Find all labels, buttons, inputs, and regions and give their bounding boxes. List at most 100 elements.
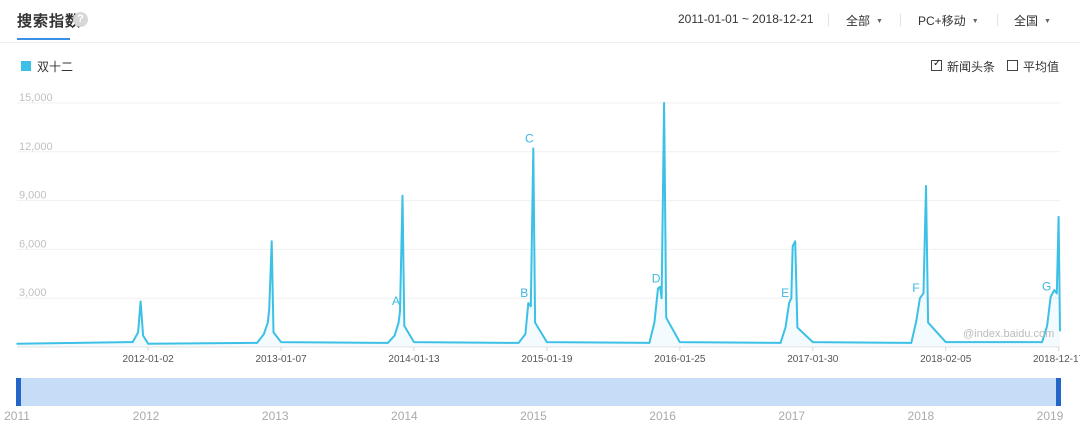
checkmark-icon: ✓ <box>933 58 942 69</box>
event-annotation: G <box>1042 280 1051 294</box>
watermark: @index.baidu.com <box>963 328 1054 340</box>
series-point <box>1049 295 1052 298</box>
average-checkbox[interactable] <box>1007 60 1018 71</box>
series-point <box>268 308 271 311</box>
series-point <box>922 292 925 295</box>
series-point <box>387 342 389 344</box>
source-select[interactable]: 全部 ▼ <box>846 12 883 29</box>
series-point <box>529 305 532 308</box>
series-point <box>784 326 787 329</box>
series-point <box>267 321 269 324</box>
series-point <box>270 240 273 243</box>
chart-header: 搜索指数 ? 2011-01-01 ~ 2018-12-21 全部 ▼ PC+移动… <box>0 0 1080 43</box>
navigator-right-handle[interactable] <box>1056 378 1061 406</box>
event-annotation: D <box>652 271 661 285</box>
series-point <box>1053 289 1056 291</box>
help-icon[interactable]: ? <box>73 12 88 27</box>
range-navigator[interactable] <box>17 378 1060 406</box>
series-point <box>534 321 536 324</box>
series-point <box>393 334 396 337</box>
date-range-select[interactable]: 2011-01-01 ~ 2018-12-21 <box>678 12 814 26</box>
navigator-year-label: 2011 <box>4 409 30 423</box>
legend-series-label[interactable]: 双十二 <box>37 60 74 74</box>
series-point <box>401 194 404 197</box>
header-divider <box>900 14 901 26</box>
series-point <box>660 297 663 300</box>
series-point <box>796 326 799 329</box>
y-tick-label: 12,000 <box>19 141 53 153</box>
series-point <box>794 240 797 243</box>
series-point <box>524 333 527 335</box>
region-select-value: 全国 <box>1014 14 1039 28</box>
x-tick-label: 2012-01-02 <box>123 354 175 365</box>
event-annotation: A <box>392 294 400 308</box>
series-point <box>659 286 661 288</box>
series-point <box>263 333 265 335</box>
series-point <box>790 297 793 300</box>
news-toggle-label[interactable]: 新闻头条 <box>947 60 996 74</box>
series-point <box>147 342 149 345</box>
navigator-year-label: 2015 <box>520 409 547 423</box>
series-point <box>919 297 921 300</box>
navigator-year-label: 2014 <box>391 409 418 423</box>
series-point <box>397 321 400 324</box>
page-title[interactable]: 搜索指数 <box>17 13 82 30</box>
series-area <box>17 103 1060 347</box>
series-point <box>131 341 134 343</box>
series-point <box>663 102 665 104</box>
series-point <box>779 342 782 344</box>
y-tick-label: 15,000 <box>19 92 53 104</box>
series-point <box>925 185 927 187</box>
series-point <box>944 341 947 343</box>
caret-down-icon: ▼ <box>1044 18 1051 26</box>
series-point <box>1041 341 1043 343</box>
x-tick-label: 2016-01-25 <box>654 354 706 365</box>
series-point <box>139 300 142 303</box>
navigator-year-label: 2018 <box>907 409 935 423</box>
series-point <box>272 331 275 334</box>
device-select-value: PC+移动 <box>918 14 966 28</box>
series-point <box>657 287 659 290</box>
series-point <box>1055 292 1058 295</box>
active-tab-underline <box>17 38 70 40</box>
series-point <box>1057 216 1060 218</box>
y-tick-label: 6,000 <box>19 238 47 250</box>
x-tick-label: 2017-01-30 <box>787 354 839 365</box>
region-select[interactable]: 全国 ▼ <box>1014 12 1051 29</box>
series-point <box>910 342 913 344</box>
series-point <box>811 341 814 343</box>
series-point <box>527 302 530 304</box>
series-point <box>413 341 415 343</box>
navigator-year-label: 2019 <box>1036 409 1064 423</box>
series-point <box>142 334 144 337</box>
news-checkbox[interactable]: ✓ <box>931 58 942 71</box>
y-tick-label: 3,000 <box>19 287 47 299</box>
y-tick-label: 9,000 <box>19 190 47 202</box>
legend-swatch[interactable] <box>21 61 31 71</box>
series-point <box>1059 329 1061 332</box>
x-tick-label: 2018-02-05 <box>920 354 972 365</box>
series-point <box>788 302 790 304</box>
navigator-year-label: 2017 <box>778 409 806 423</box>
event-annotation: F <box>912 281 919 295</box>
x-tick-label: 2015-01-19 <box>521 354 573 365</box>
series-point <box>16 342 18 345</box>
series-point <box>791 245 794 247</box>
average-toggle-label[interactable]: 平均值 <box>1023 60 1060 74</box>
caret-down-icon: ▼ <box>971 18 979 26</box>
series-point <box>280 341 282 343</box>
event-annotation: E <box>781 286 789 300</box>
date-range-value: 2011-01-01 ~ 2018-12-21 <box>678 12 814 26</box>
x-tick-label: 2014-01-13 <box>388 354 440 365</box>
series-line <box>16 102 1061 345</box>
navigator-left-handle[interactable] <box>16 378 21 406</box>
source-select-value: 全部 <box>846 14 871 28</box>
navigator-year-label: 2013 <box>261 409 289 423</box>
navigator-year-label: 2012 <box>132 409 160 423</box>
caret-down-icon: ▼ <box>876 18 883 26</box>
device-select[interactable]: PC+移动 ▼ <box>918 12 979 29</box>
series-point <box>546 341 548 343</box>
series-point <box>665 316 668 319</box>
x-tick-label: 2018-12-17 <box>1033 354 1080 365</box>
